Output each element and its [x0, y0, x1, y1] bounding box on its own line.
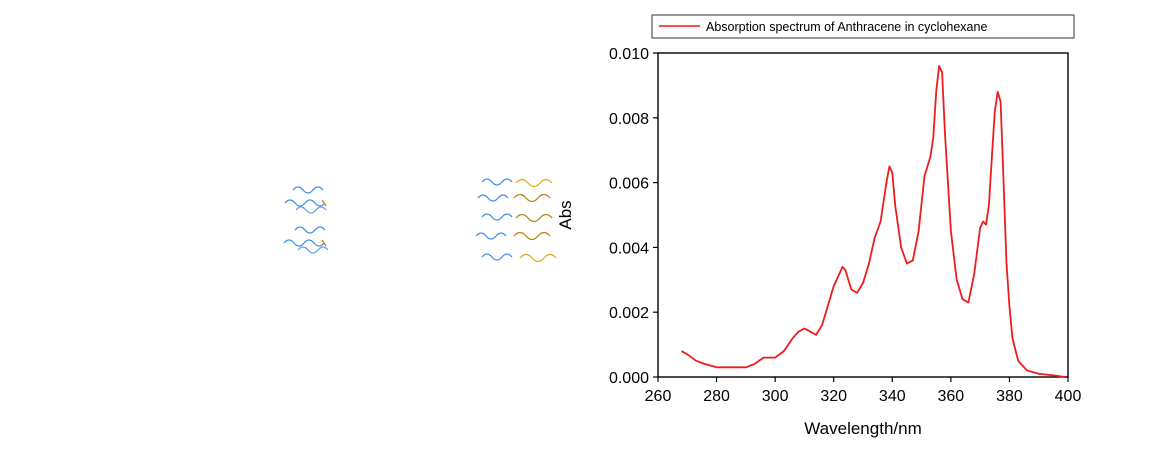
- wave-icon: [515, 213, 553, 223]
- wave-icon: [321, 239, 327, 247]
- x-tick-label: 320: [820, 388, 847, 405]
- wave-icon: [481, 213, 513, 221]
- wave-icon: [321, 199, 327, 207]
- y-tick-label: 0.000: [609, 370, 649, 387]
- wave-icon: [294, 226, 326, 234]
- wave-icon: [284, 199, 326, 207]
- wave-icon: [515, 178, 553, 188]
- wave-icon: [295, 206, 327, 214]
- x-tick-label: 260: [645, 388, 672, 405]
- wave-icon-cluster-left: [283, 186, 329, 254]
- x-tick-label: 400: [1055, 388, 1082, 405]
- y-tick-label: 0.004: [609, 240, 649, 257]
- legend: Absorption spectrum of Anthracene in cyc…: [651, 14, 1075, 39]
- wave-icon: [283, 239, 325, 247]
- wave-icon: [513, 193, 551, 203]
- wave-icon: [292, 186, 324, 194]
- wave-icon: [477, 194, 509, 202]
- x-tick-label: 340: [879, 388, 906, 405]
- x-axis-title: Wavelength/nm: [804, 419, 921, 438]
- y-tick-label: 0.010: [609, 46, 649, 63]
- absorption-series-line: [680, 65, 1066, 378]
- y-tick-label: 0.008: [609, 111, 649, 128]
- x-axis: 260 280 300 320 340 360 380 400: [645, 377, 1082, 405]
- legend-label: Absorption spectrum of Anthracene in cyc…: [706, 20, 987, 34]
- wave-icon: [481, 253, 513, 261]
- x-tick-label: 380: [996, 388, 1023, 405]
- y-tick-label: 0.002: [609, 305, 649, 322]
- y-tick-label: 0.006: [609, 176, 649, 193]
- x-tick-label: 300: [762, 388, 789, 405]
- y-axis-title: Abs: [556, 200, 575, 229]
- y-axis: 0.000 0.002 0.004 0.006 0.008 0.010: [609, 46, 658, 387]
- wave-icon: [481, 178, 513, 186]
- wave-icon-cluster-right: [475, 178, 557, 263]
- wave-icon: [475, 232, 507, 240]
- legend-box: [651, 14, 1075, 39]
- wave-icon: [519, 253, 557, 263]
- x-tick-label: 280: [703, 388, 730, 405]
- wave-icon: [513, 231, 551, 241]
- wave-icon: [297, 246, 329, 254]
- plot-frame: [657, 52, 1069, 378]
- x-tick-label: 360: [938, 388, 965, 405]
